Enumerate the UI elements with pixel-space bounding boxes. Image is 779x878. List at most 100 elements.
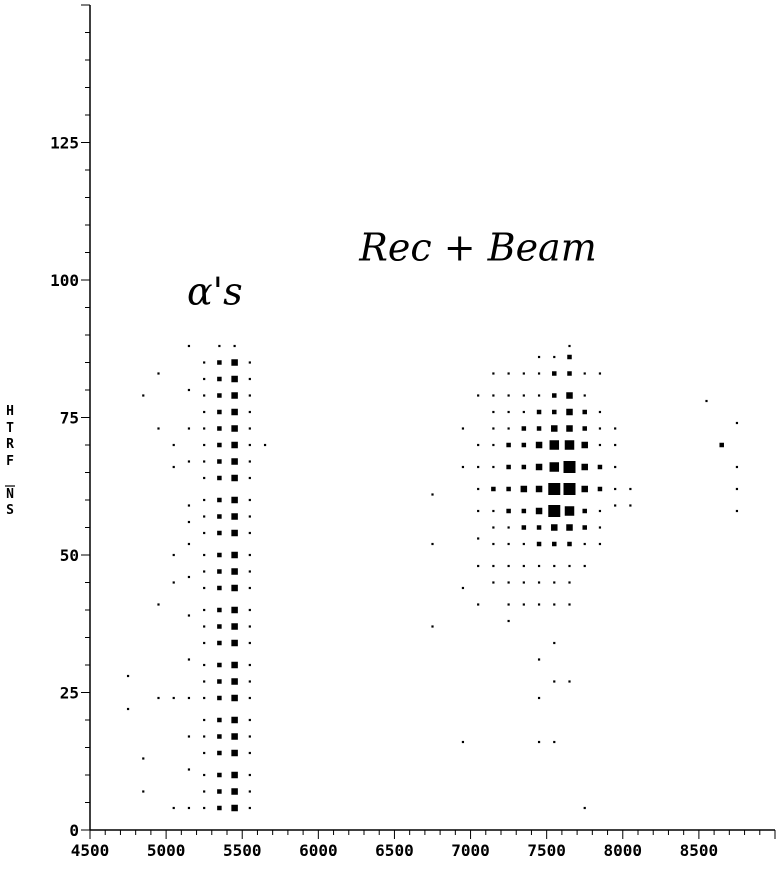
histogram-cell [537,740,541,744]
histogram-cells [126,344,739,812]
histogram-cell [172,696,175,700]
histogram-cell [522,394,525,397]
histogram-cell [566,425,573,432]
histogram-cell [172,465,175,469]
histogram-cell [248,773,251,777]
histogram-cell [568,564,571,568]
histogram-cell [582,525,587,530]
histogram-cell [126,674,130,678]
histogram-cell [217,497,222,503]
histogram-cell [203,735,206,738]
histogram-cell [477,509,480,513]
histogram-cell [231,771,238,779]
histogram-cell [231,749,238,757]
histogram-cell [248,663,251,667]
histogram-cell [536,525,542,530]
y-tick-label: 0 [69,821,79,840]
histogram-cell [203,663,206,667]
histogram-cell [597,464,603,470]
histogram-cell [217,750,222,756]
histogram-cell [217,607,222,613]
axes [89,5,775,831]
histogram-cell [231,458,238,465]
histogram-cell [231,408,238,416]
histogram-cell [231,694,238,702]
histogram-cell [187,388,191,392]
histogram-cell [217,734,222,739]
x-tick-label: 6000 [299,841,338,860]
histogram-cell [431,625,434,628]
histogram-cell [535,507,543,515]
histogram-cell [537,355,541,359]
histogram-cell [535,441,543,449]
histogram-cell [581,485,588,493]
histogram-cell [583,542,586,546]
x-tick-label: 6500 [375,841,414,860]
histogram-cell [217,662,222,668]
histogram-cell [735,421,739,425]
y-axis-label-letter: H [6,404,14,419]
histogram-cell [217,772,222,778]
histogram-cell [248,735,251,738]
histogram-cell [581,441,588,449]
histogram-cell [629,504,632,507]
histogram-cell [629,487,632,491]
histogram-cell [187,427,191,430]
histogram-cell [217,393,222,398]
histogram-cell [553,603,556,606]
histogram-cell [203,625,206,628]
histogram-cell [566,392,573,399]
histogram-cell [537,581,541,584]
histogram-cell [203,476,206,480]
histogram-cell [217,442,222,448]
histogram-cell [582,426,587,431]
histogram-cell [157,696,160,700]
histogram-cell [551,524,558,531]
histogram-cell [248,443,251,447]
histogram-cell [231,623,238,630]
histogram-cell [583,372,586,375]
histogram-cell [522,564,525,568]
histogram-cell [231,788,238,795]
histogram-cell [231,441,238,449]
histogram-cell [231,359,238,366]
histogram-cell [537,372,541,375]
histogram-cell [492,465,495,469]
histogram-cell [537,394,541,397]
histogram-cell [507,410,510,414]
histogram-cell [172,581,175,584]
histogram-cell [231,733,238,740]
histogram-cell [568,581,571,584]
histogram-cell [735,487,739,491]
histogram-cell [506,508,511,514]
histogram-cell [248,586,251,590]
histogram-cell [187,504,191,507]
histogram-cell [248,553,251,557]
histogram-cell [263,443,267,447]
histogram-cell [217,624,222,629]
histogram-cell [231,496,238,504]
histogram-cell [566,408,573,416]
x-tick-label: 8500 [680,841,719,860]
histogram-cell [553,641,556,645]
histogram-cell [477,564,480,568]
histogram-cell [187,768,191,771]
histogram-cell [142,394,145,397]
histogram-cell [568,680,571,683]
histogram-cell [218,344,221,348]
histogram-cell [598,427,602,430]
histogram-cell [248,751,251,755]
histogram-cell [507,564,510,568]
histogram-cell [461,586,465,590]
histogram-cell [537,603,541,606]
histogram-cell [552,409,557,415]
histogram-cell [597,486,603,492]
histogram-cell [187,575,191,579]
histogram-cell [231,551,238,559]
histogram-cell [203,443,206,447]
histogram-cell [492,564,495,568]
histogram-cell [231,425,238,432]
histogram-cell [735,465,739,469]
histogram-cell [217,717,222,723]
y-tick-label: 50 [60,546,79,565]
